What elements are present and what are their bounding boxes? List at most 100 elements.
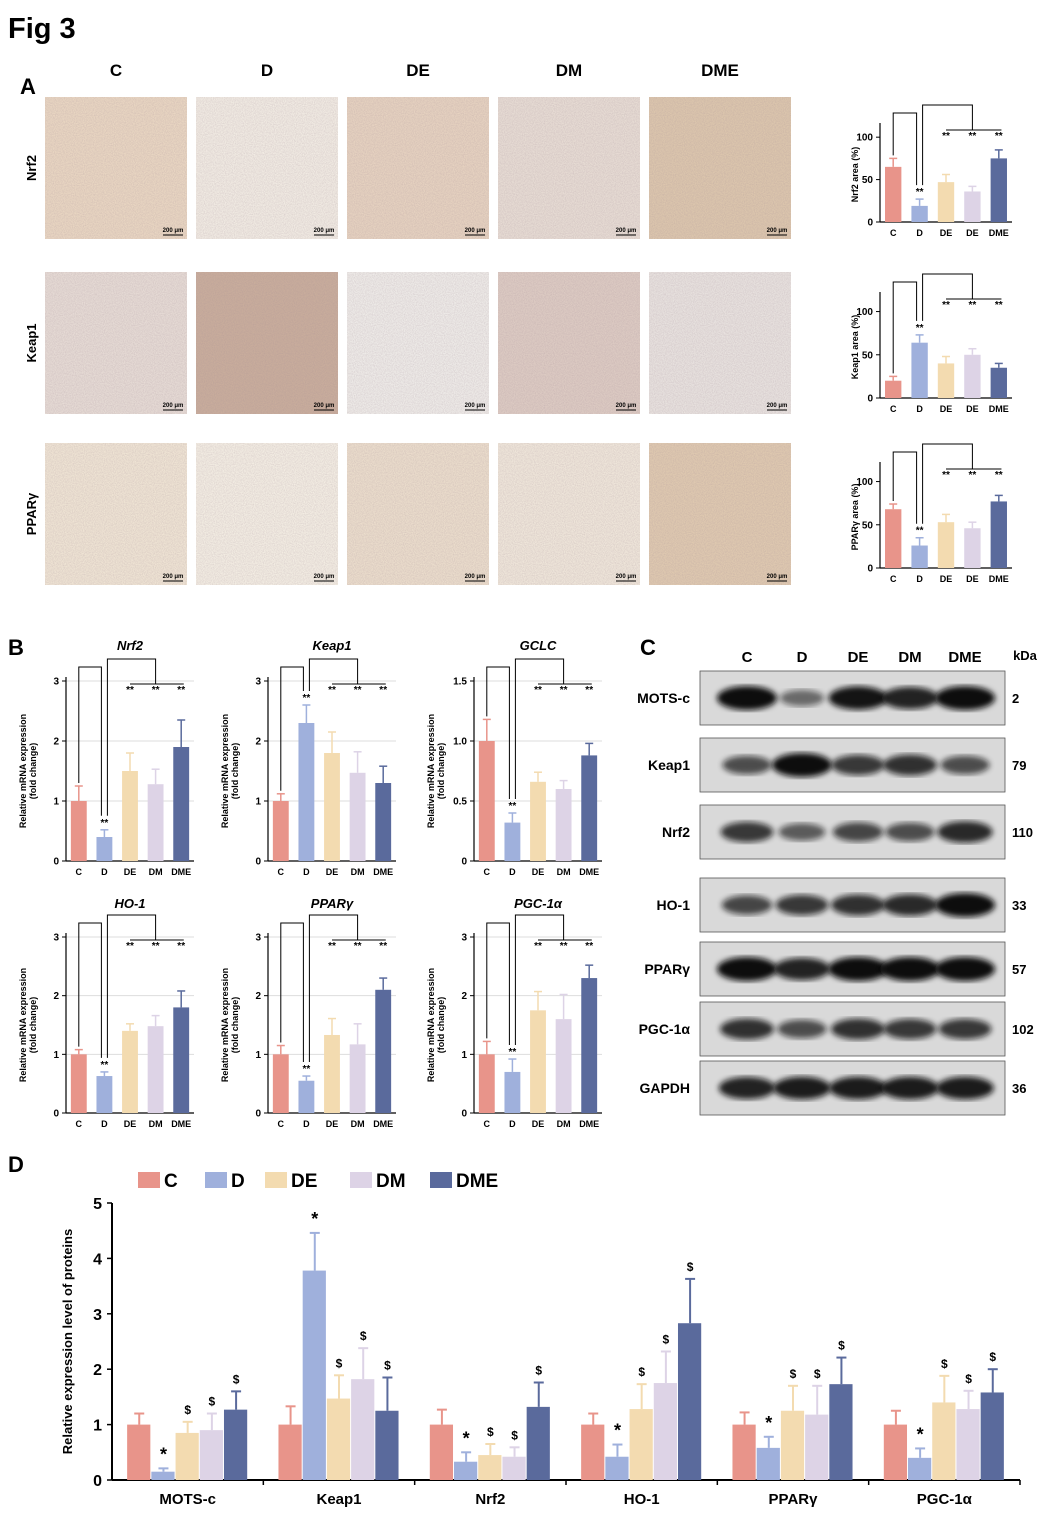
- significance-marker: **: [916, 187, 924, 198]
- y-axis-label: (fold change): [28, 743, 38, 800]
- bar: [122, 771, 138, 861]
- blot-label: Nrf2: [662, 824, 690, 840]
- micrograph-texture: [196, 272, 338, 414]
- kda-value: 2: [1012, 691, 1019, 706]
- bar: [70, 1054, 87, 1113]
- significance-marker: **: [942, 470, 950, 481]
- bar: [96, 837, 113, 861]
- x-tick-label: D: [916, 574, 923, 584]
- y-tick-label: 3: [53, 677, 59, 688]
- scale-bar-label: 200 μm: [767, 228, 788, 234]
- x-tick-label: DE: [940, 404, 953, 414]
- significance-marker: $: [487, 1425, 494, 1439]
- y-tick-label: 2: [255, 737, 261, 748]
- row-label: Nrf2: [24, 155, 39, 181]
- blot-band: [775, 894, 829, 916]
- y-tick-label: 0.5: [453, 797, 467, 808]
- blot-band: [779, 689, 825, 707]
- significance-marker: **: [585, 941, 593, 952]
- blot-band: [829, 1076, 887, 1100]
- bar: [911, 205, 928, 222]
- y-tick-label: 1: [461, 1050, 467, 1061]
- significance-marker: **: [560, 941, 568, 952]
- blot-band: [720, 1018, 774, 1040]
- significance-marker: **: [303, 1064, 311, 1075]
- y-tick-label: 50: [862, 520, 874, 531]
- x-tick-label: DME: [989, 404, 1009, 414]
- x-tick-label: C: [278, 1119, 285, 1129]
- column-label: C: [110, 61, 122, 80]
- micrograph-texture: [196, 443, 338, 585]
- y-axis-label: (fold change): [436, 743, 446, 800]
- bar: [502, 1456, 526, 1480]
- x-tick-label: DM: [351, 867, 365, 877]
- comparison-bracket: [78, 922, 102, 1058]
- bar: [375, 783, 392, 861]
- blot-label: GAPDH: [639, 1080, 690, 1096]
- comparison-bracket: [892, 112, 918, 186]
- significance-marker: **: [126, 685, 134, 696]
- y-tick-label: 2: [53, 991, 59, 1002]
- y-tick-label: 3: [255, 933, 261, 944]
- significance-marker: **: [177, 941, 185, 952]
- y-axis-label: Nrf2 area (%): [850, 147, 860, 203]
- bar: [956, 1409, 980, 1480]
- bar: [629, 1409, 653, 1480]
- bar: [375, 989, 392, 1113]
- y-tick-label: 1: [53, 1050, 59, 1061]
- y-axis-label: Relative expression level of proteins: [60, 1229, 75, 1454]
- legend-label: DM: [376, 1171, 406, 1192]
- y-tick-label: 5: [93, 1196, 102, 1213]
- significance-marker: $: [989, 1350, 996, 1364]
- significance-marker: **: [379, 685, 387, 696]
- lane-label: DE: [848, 649, 869, 666]
- legend-label: DE: [291, 1171, 317, 1192]
- significance-marker: **: [177, 685, 185, 696]
- chart-title: GCLC: [520, 638, 557, 653]
- y-tick-label: 0: [867, 564, 873, 575]
- micrograph-texture: [649, 97, 791, 239]
- x-tick-label: DE: [966, 574, 979, 584]
- y-tick-label: 0: [461, 857, 467, 868]
- x-tick-label: C: [890, 574, 897, 584]
- significance-marker: **: [534, 685, 542, 696]
- blot-band: [828, 957, 888, 981]
- legend-label: C: [164, 1171, 178, 1192]
- comparison-bracket: [922, 273, 973, 321]
- blot-band: [935, 686, 995, 710]
- chart-title: Keap1: [312, 638, 351, 653]
- comparison-bracket: [78, 666, 102, 816]
- bar: [911, 545, 928, 568]
- significance-marker: *: [765, 1413, 772, 1433]
- micrograph-texture: [649, 443, 791, 585]
- kda-value: 110: [1012, 825, 1033, 840]
- significance-marker: $: [511, 1428, 518, 1442]
- x-tick-label: D: [303, 867, 310, 877]
- scale-bar-label: 200 μm: [465, 228, 486, 234]
- significance-marker: **: [995, 131, 1003, 142]
- significance-marker: *: [614, 1421, 621, 1441]
- y-tick-label: 1: [255, 1050, 261, 1061]
- micrograph-texture: [347, 97, 489, 239]
- x-tick-label: PPARγ: [769, 1491, 819, 1508]
- comparison-bracket: [892, 451, 918, 524]
- blot-band: [828, 686, 888, 710]
- blot-band: [881, 686, 939, 710]
- bar: [581, 755, 598, 861]
- legend-swatch: [265, 1172, 287, 1188]
- blot-band: [722, 755, 772, 775]
- x-tick-label: C: [890, 228, 897, 238]
- kda-value: 33: [1012, 898, 1026, 913]
- bar: [964, 354, 981, 398]
- x-tick-label: DM: [557, 867, 571, 877]
- chart-title: HO-1: [114, 896, 145, 911]
- panel-letter: D: [8, 1152, 24, 1177]
- x-tick-label: DM: [149, 1119, 163, 1129]
- blot-band: [773, 1076, 831, 1100]
- panel-letter: B: [8, 635, 24, 660]
- significance-marker: **: [152, 685, 160, 696]
- y-tick-label: 2: [93, 1362, 102, 1379]
- comparison-bracket: [106, 658, 157, 816]
- significance-marker: $: [209, 1395, 216, 1409]
- micrograph-texture: [498, 272, 640, 414]
